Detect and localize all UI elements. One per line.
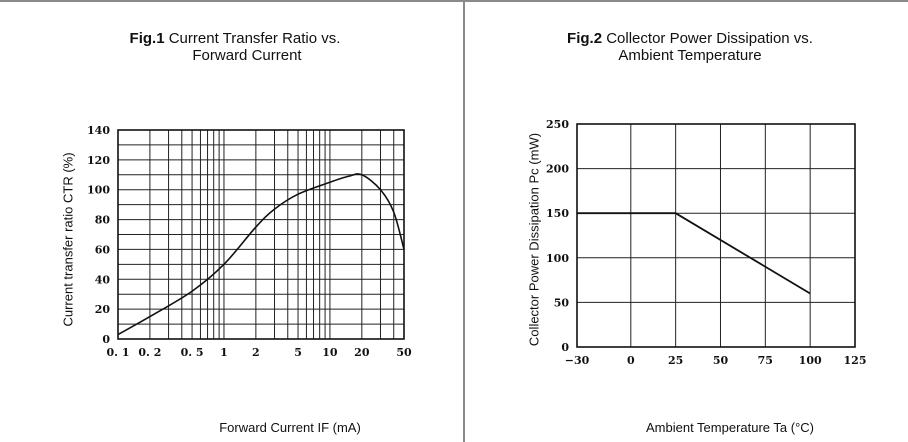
fig2-y-tick-label: 250 [546,118,569,131]
fig2-x-tick-label: 75 [758,354,773,367]
fig2-x-tick-label: 100 [799,354,822,367]
fig1-x-tick-label: 2 [252,346,260,359]
fig1-x-tick-label: 0. 2 [138,346,161,359]
fig2-x-tick-label: −30 [565,354,590,367]
fig1-y-tick-label: 120 [87,154,110,167]
fig1-ctr-curve [117,173,405,336]
fig1-y-tick-label: 100 [87,184,110,197]
fig1-y-tick-label: 80 [95,214,111,227]
fig1-title-line2: Forward Current [192,47,302,64]
fig1-x-tick-label: 0. 1 [107,346,130,359]
fig2-x-axis-label: Ambient Temperature Ta (°C) [645,420,814,435]
fig1-chart: 0. 1 0. 2 0. 5 1 2 5 10 20 50 0 20 40 60 80 100 120 140 [87,124,412,359]
fig2-title-prefix: Fig.2 [567,30,603,47]
fig2-y-tick-label: 100 [546,252,569,265]
fig2-x-tick-label: 50 [713,354,729,367]
fig1-x-tick-label: 50 [396,346,412,359]
fig2-title: Fig.2 Collector Power Dissipation vs. Am… [500,30,880,64]
fig2-y-tick-label: 150 [546,207,569,220]
fig2-title-line2: Ambient Temperature [618,47,762,64]
fig1-y-tick-label: 0 [102,333,110,346]
fig2-power-line [577,212,811,295]
fig1-x-tick-label: 20 [354,346,370,359]
fig1-x-tick-label: 5 [294,346,302,359]
fig1-title-line1: Current Transfer Ratio vs. [168,30,341,47]
fig1-y-tick-label: 40 [95,273,111,286]
fig2-y-tick-label: 0 [561,341,569,354]
fig2-y-tick-label: 50 [554,296,570,309]
fig1-title: Fig.1 Current Transfer Ratio vs. Forward… [40,30,430,64]
fig2-y-tick-label: 200 [546,163,569,176]
fig2-x-tick-label: 0 [627,354,635,367]
fig2-x-tick-label: 125 [844,354,867,367]
top-border [0,0,908,2]
fig2-title-line1: Collector Power Dissipation vs. [606,30,813,47]
fig1-x-tick-label: 0. 5 [181,346,204,359]
fig1-title-prefix: Fig.1 [129,30,165,47]
fig1-y-tick-label: 60 [95,243,111,256]
panel-divider [463,0,465,442]
fig2-x-tick-label: 25 [668,354,683,367]
fig1-x-tick-label: 10 [322,346,338,359]
fig1-plot-frame [117,129,405,340]
fig1-y-tick-label: 140 [87,124,110,137]
fig1-x-tick-label: 1 [220,346,228,359]
fig1-x-axis-label: Forward Current IF (mA) [219,420,361,435]
fig2-plot-frame [576,123,856,348]
fig1-y-tick-label: 20 [95,303,111,316]
